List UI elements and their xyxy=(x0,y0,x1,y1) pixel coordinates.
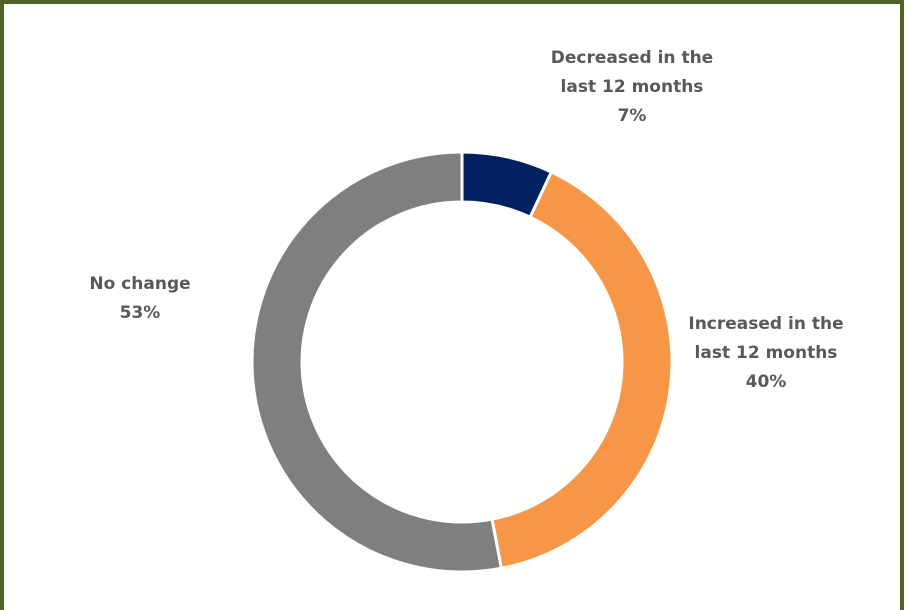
donut-segment xyxy=(490,169,674,571)
category-label: No change xyxy=(89,274,191,294)
data-label: Increased in the last 12 months 40% xyxy=(676,310,856,397)
value-label: 40% xyxy=(745,372,787,392)
category-label: Decreased in the last 12 months xyxy=(550,48,714,97)
value-label: 53% xyxy=(119,303,161,323)
value-label: 7% xyxy=(617,106,647,126)
category-label: Increased in the last 12 months xyxy=(688,314,844,363)
donut-segment xyxy=(250,150,504,574)
data-label: No change 53% xyxy=(60,270,220,328)
data-label: Decreased in the last 12 months 7% xyxy=(532,44,732,131)
